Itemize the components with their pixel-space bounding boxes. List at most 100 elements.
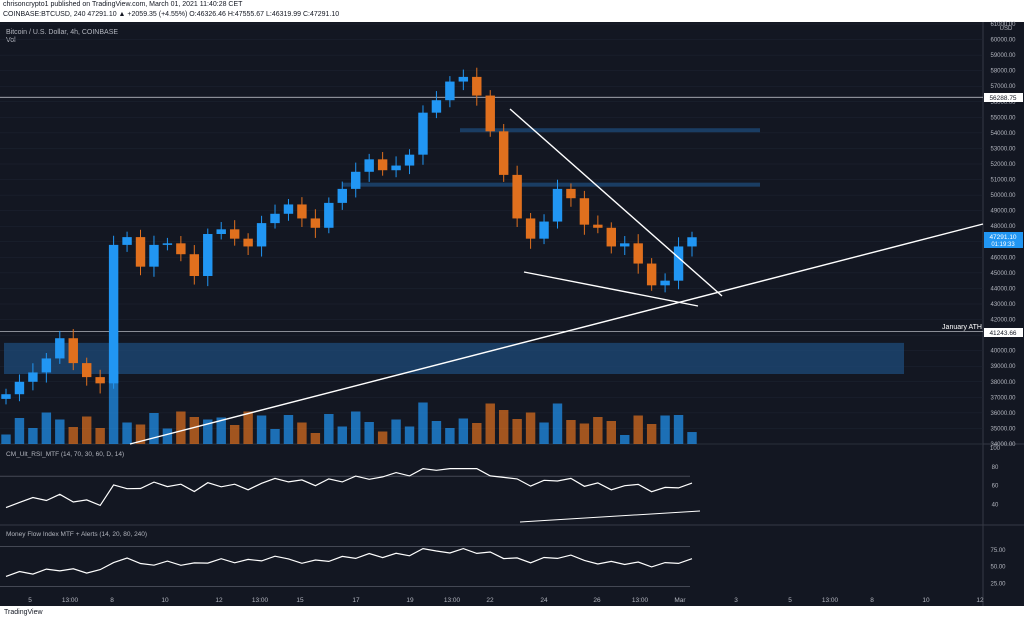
- time-tick-label: 10: [161, 597, 169, 604]
- volume-bar: [1, 434, 11, 444]
- time-tick-label: 5: [28, 597, 32, 604]
- candle-body: [135, 237, 146, 267]
- volume-bar: [229, 425, 240, 444]
- rsi-tick-label: 60: [992, 484, 999, 490]
- candle-body: [283, 204, 294, 214]
- candle-body: [351, 171, 361, 189]
- candle-body: [162, 243, 173, 245]
- volume-bar: [55, 419, 65, 444]
- candlestick-series: [1, 67, 697, 405]
- price-tick-label: 39000.00: [990, 364, 1016, 370]
- time-axis[interactable]: [0, 593, 983, 606]
- mfi-series: [0, 546, 693, 587]
- candle-body: [149, 244, 159, 267]
- candle-body: [216, 229, 226, 234]
- price-tick-label: 48000.00: [990, 224, 1016, 230]
- candle-body: [579, 198, 590, 225]
- rsi-series: [0, 467, 701, 523]
- volume-bar: [646, 424, 657, 444]
- volume-bar: [149, 413, 159, 444]
- january-ath-label: January ATH: [942, 324, 982, 331]
- zone-high: [460, 128, 760, 133]
- time-tick-label: 26: [593, 597, 601, 604]
- candle-body: [14, 381, 25, 395]
- volume-bar: [512, 419, 522, 444]
- candle-body: [673, 246, 684, 281]
- volume-bar: [351, 411, 361, 444]
- candle-body: [256, 223, 267, 247]
- chart-title: Bitcoin / U.S. Dollar, 4h, COINBASE: [6, 29, 118, 36]
- candle-body: [431, 100, 442, 113]
- volume-bar: [566, 420, 576, 444]
- price-tick-label: 49000.00: [990, 209, 1016, 215]
- badge-ath-level: 41243.66: [984, 328, 1023, 337]
- price-tick-label: 43000.00: [990, 302, 1016, 308]
- price-tick-label: 55000.00: [990, 115, 1016, 121]
- candle-body: [108, 244, 119, 384]
- volume-bar: [606, 421, 617, 444]
- candle-body: [539, 221, 549, 239]
- price-tick-label: 44000.00: [990, 286, 1016, 292]
- candle-body: [28, 372, 38, 382]
- price-tick-label: 54000.00: [990, 131, 1016, 137]
- mfi-line: [5, 547, 693, 577]
- candle-body: [203, 234, 213, 276]
- volume-bar: [458, 418, 469, 444]
- volume-bar: [552, 403, 563, 444]
- candle-body: [324, 202, 334, 228]
- price-tick-label: 53000.00: [990, 146, 1016, 152]
- mfi-pane[interactable]: [0, 525, 983, 593]
- candle-body: [1, 394, 11, 399]
- rsi-label: CM_Ult_RSI_MTF (14, 70, 30, 60, D, 14): [6, 451, 124, 458]
- price-pane[interactable]: [0, 22, 983, 444]
- volume-bar: [256, 415, 267, 444]
- zone-low: [4, 342, 904, 374]
- price-tick-label: 59000.00: [990, 53, 1016, 59]
- candle-body: [687, 237, 697, 247]
- mfi-tick-label: 50.00: [990, 565, 1006, 571]
- price-tick-label: 45000.00: [990, 271, 1016, 277]
- volume-bar: [162, 428, 173, 444]
- ascending-trendline: [129, 223, 984, 445]
- time-tick-label: 24: [540, 597, 548, 604]
- candle-body: [81, 363, 92, 378]
- volume-bar: [14, 418, 25, 444]
- volume-bar: [673, 415, 684, 444]
- vol-label: Vol: [6, 37, 16, 44]
- publisher-line: chrisoncrypto1 published on TradingView.…: [3, 1, 243, 8]
- candle-body: [485, 95, 495, 132]
- currency-label: USD: [1000, 26, 1013, 32]
- volume-bar: [418, 402, 428, 444]
- rsi-pane[interactable]: [0, 444, 983, 525]
- volume-bar: [364, 422, 374, 444]
- time-tick-label: 10: [922, 597, 930, 604]
- volume-bar: [579, 423, 590, 444]
- time-tick-label: 13:00: [822, 597, 839, 604]
- volume-bar: [404, 426, 415, 444]
- candle-body: [512, 174, 522, 219]
- price-axis[interactable]: [983, 22, 1024, 606]
- time-tick-label: 8: [870, 597, 874, 604]
- candle-body: [458, 76, 469, 82]
- volume-bar: [620, 435, 630, 444]
- symbol-ohlc-line: COINBASE:BTCUSD, 240 47291.10 ▲ +2059.35…: [3, 11, 340, 18]
- volume-bar: [28, 428, 38, 444]
- rsi-tick-label: 80: [992, 465, 999, 471]
- candle-body: [95, 377, 105, 384]
- price-tick-label: 52000.00: [990, 162, 1016, 168]
- volume-bar: [68, 427, 78, 444]
- volume-bar: [122, 422, 132, 444]
- candle-body: [41, 358, 52, 373]
- time-tick-label: 13:00: [252, 597, 269, 604]
- tradingview-logo[interactable]: TradingView: [4, 609, 43, 616]
- volume-bar: [270, 429, 280, 444]
- volume-bar: [108, 371, 119, 444]
- time-tick-label: 3: [734, 597, 738, 604]
- volume-bar: [41, 412, 52, 444]
- candle-body: [270, 213, 280, 224]
- volume-bar: [633, 415, 643, 444]
- candle-body: [377, 159, 388, 171]
- volume-bar: [176, 411, 186, 444]
- price-tick-label: 57000.00: [990, 84, 1016, 90]
